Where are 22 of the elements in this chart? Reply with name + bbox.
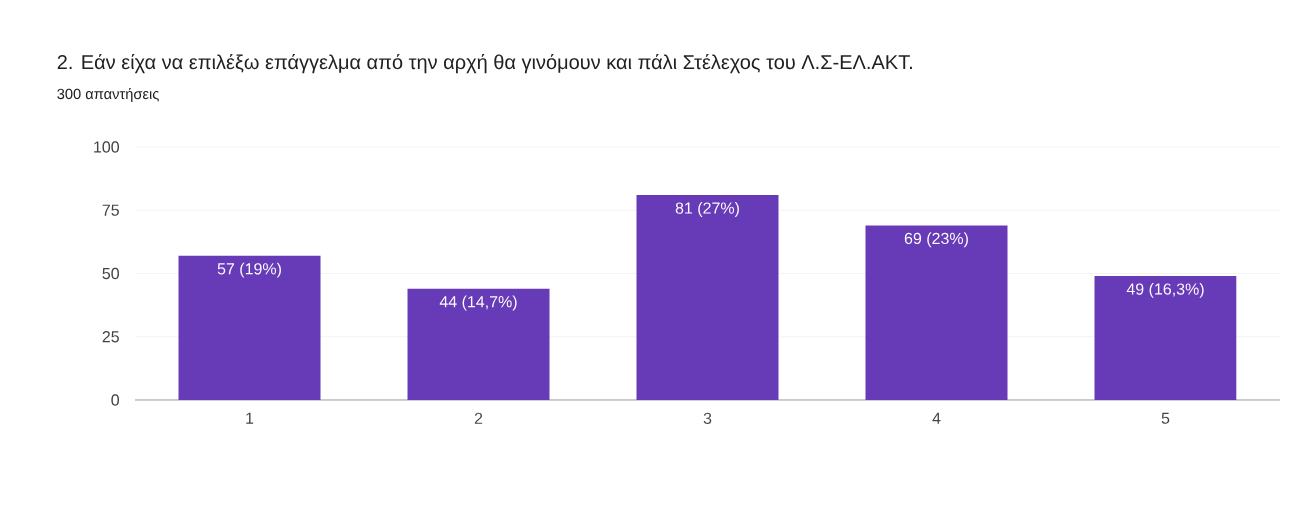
y-tick-label: 25 [102,331,119,343]
x-tick-label: 2 [474,412,483,424]
data-label: 69 (23%) [904,232,968,248]
bar [407,288,550,400]
data-label: 44 (14,7%) [439,295,517,311]
y-tick-label: 100 [94,141,120,153]
x-tick-label: 1 [246,412,254,424]
chart-subtitle: 300 απαντήσεις [57,87,159,103]
y-tick-label: 75 [102,204,119,216]
bar [636,195,779,400]
data-label: 57 (19%) [217,262,281,278]
y-tick-label: 50 [102,267,120,280]
bar [1094,276,1237,400]
x-tick-label: 5 [1161,412,1170,424]
y-tick-label: 0 [111,394,120,406]
data-label: 81 (27%) [675,202,739,217]
bar [178,255,321,400]
x-tick-label: 3 [703,412,712,425]
x-tick-label: 4 [932,412,941,424]
data-label: 49 (16,3%) [1126,282,1204,298]
chart-title: 2. Εάν είχα να επιλέξω επάγγελμα από την αρχή θα γινόμουν και πάλι Στέλεχος του Λ.Σ-ΕΛ.ΑΚΤ. [57,53,912,74]
bar [865,225,1008,400]
